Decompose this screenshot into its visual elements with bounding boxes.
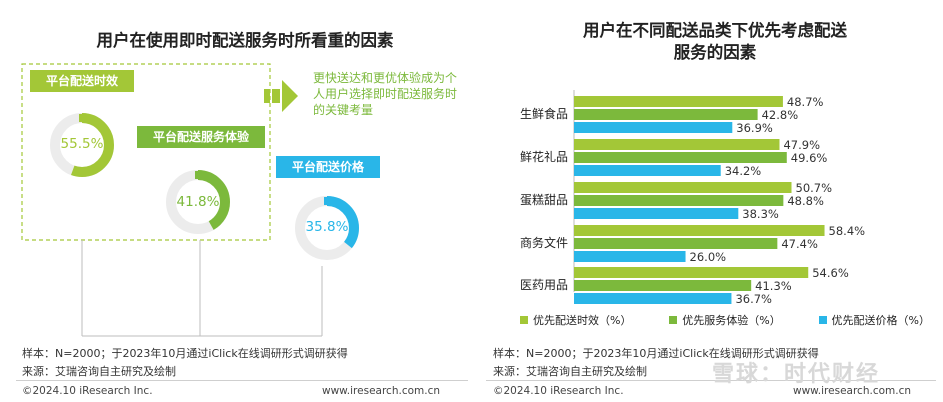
bar: [574, 208, 739, 219]
callout-text: 更快送达和更优体验成为个人用户选择即时配送服务时的关键考量: [313, 71, 458, 117]
donut-marker: [79, 114, 85, 122]
bar: [574, 195, 784, 206]
right-copyright: ©2024.10 iResearch Inc.: [493, 385, 624, 397]
bar-value-label: 42.8%: [762, 108, 799, 122]
bar-value-label: 38.3%: [742, 207, 779, 221]
bar-value-label: 36.7%: [735, 292, 772, 306]
bar: [574, 152, 787, 163]
donut-ring-2: [295, 196, 359, 260]
left-footer-divider: [16, 380, 468, 381]
legend-label: 优先服务体验（%）: [682, 314, 781, 327]
bar-value-label: 58.4%: [829, 224, 866, 238]
bar: [574, 182, 792, 193]
legend-item-delivery-price: 优先配送价格（%）: [818, 312, 930, 328]
bar: [574, 109, 758, 120]
left-infographic-svg: [21, 63, 359, 337]
donut-ring-1: [166, 170, 230, 234]
chart-legend: 优先配送时效（%） 优先服务体验（%） 优先配送价格（%）: [520, 312, 930, 328]
right-title-line2: 服务的因素: [673, 43, 757, 62]
bar: [574, 96, 783, 107]
bar-value-label: 47.9%: [783, 138, 820, 152]
left-site-url: www.iresearch.com.cn: [322, 385, 441, 397]
bar-value-label: 48.7%: [787, 95, 824, 109]
factor-tag-delivery-price: 平台配送价格: [276, 156, 380, 178]
category-label: 鲜花礼品: [519, 150, 568, 164]
bar-value-label: 36.9%: [736, 121, 773, 135]
legend-swatch: [818, 316, 827, 324]
highlight-dashed-box: [21, 63, 271, 241]
bar: [574, 225, 825, 236]
category-label: 生鲜食品: [519, 107, 568, 121]
bar: [574, 267, 809, 278]
legend-swatch: [669, 316, 678, 324]
bar: [574, 280, 752, 291]
watermark: 雪球：时代财经: [712, 362, 881, 387]
donut-marker: [195, 171, 201, 179]
bar-value-label: 54.6%: [812, 266, 849, 280]
legend-label: 优先配送时效（%）: [533, 314, 632, 327]
bar: [574, 251, 686, 262]
bar-value-label: 26.0%: [690, 250, 727, 264]
right-chart-title: 用户在不同配送品类下优先考虑配送 服务的因素: [520, 20, 910, 64]
right-title-line1: 用户在不同配送品类下优先考虑配送: [583, 21, 847, 40]
left-sample-note: 样本：N=2000；于2023年10月通过iClick在线调研形式调研获得: [22, 347, 348, 360]
ring-value-delivery-time: 55.5%: [60, 136, 104, 152]
bar-value-label: 48.8%: [787, 194, 824, 208]
category-label: 商务文件: [519, 236, 568, 250]
legend-item-service-experience: 优先服务体验（%）: [669, 312, 781, 328]
category-label: 医药用品: [519, 278, 568, 292]
legend-label: 优先配送价格（%）: [831, 314, 930, 327]
donut-ring-0: [50, 113, 114, 177]
left-source-note: 来源：艾瑞咨询自主研究及绘制: [22, 365, 176, 378]
right-bar-chart-svg: 48.7%42.8%36.9% 47.9%49.6% 34.2% 50.7%48.8%…: [573, 90, 866, 306]
legend-item-delivery-time: 优先配送时效（%）: [520, 312, 631, 328]
ring-value-delivery-price: 35.8%: [305, 219, 349, 235]
factor-tag-service-experience: 平台配送服务体验: [137, 126, 265, 148]
right-site-url: www.iresearch.com.cn: [793, 385, 912, 397]
bar: [574, 293, 732, 304]
right-source-note: 来源：艾瑞咨询自主研究及绘制: [493, 365, 647, 378]
bar: [574, 238, 778, 249]
bar-value-label: 50.7%: [796, 181, 833, 195]
bar: [574, 122, 733, 133]
bar-value-label: 49.6%: [791, 151, 828, 165]
right-sample-note: 样本：N=2000；于2023年10月通过iClick在线调研形式调研获得: [493, 347, 819, 360]
right-footer-divider: [486, 380, 936, 381]
donut-marker: [324, 197, 330, 205]
factor-tag-delivery-time: 平台配送时效: [30, 70, 134, 92]
category-label: 蛋糕甜品: [519, 193, 568, 207]
bar-value-label: 47.4%: [781, 237, 818, 251]
left-chart-title: 用户在使用即时配送服务时所看重的因素: [96, 31, 394, 50]
bar: [574, 165, 721, 176]
arrow-right-icon: [264, 80, 298, 112]
left-copyright: ©2024.10 iResearch Inc.: [22, 385, 153, 397]
legend-swatch: [520, 316, 528, 324]
bar: [574, 139, 780, 150]
ring-value-service-experience: 41.8%: [176, 194, 220, 210]
bar-value-label: 34.2%: [725, 164, 762, 178]
bar-value-label: 41.3%: [755, 279, 792, 293]
